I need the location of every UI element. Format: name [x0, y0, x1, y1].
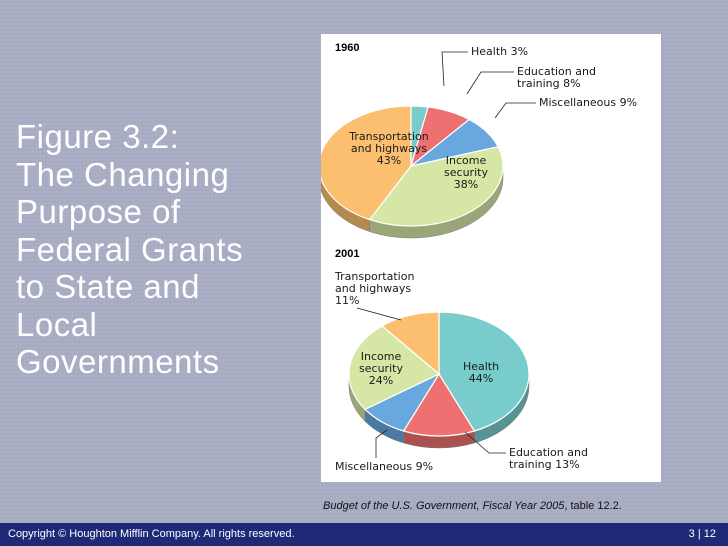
slide-title: Figure 3.2: The Changing Purpose of Fede…	[16, 118, 244, 380]
slice-label-misc: Miscellaneous 9%	[335, 460, 433, 473]
leader-line-education	[466, 71, 514, 95]
slice-label-misc: Miscellaneous 9%	[539, 96, 637, 109]
leader-line-education	[464, 431, 506, 454]
pie-slice-income	[348, 325, 441, 411]
page-number: 3 | 12	[688, 528, 716, 540]
footer-copyright: Copyright © Houghton Mifflin Company. Al…	[8, 528, 295, 540]
leader-line-misc	[494, 102, 536, 119]
pie-slice-transportation	[321, 105, 412, 221]
source-table-ref: , table 12.2.	[564, 500, 622, 512]
slice-label-education: Education and training 13%	[509, 446, 588, 471]
slice-label-education: Education and training 8%	[517, 65, 596, 90]
slice-label-transportation: Transportation and highways 11%	[334, 270, 414, 307]
pie-chart-2001: 2001 Health 44% Education and training 13% Mi…	[334, 248, 588, 473]
slice-label-income: Income security 38%	[444, 154, 488, 191]
pie-chart-1960: 1960 Health 3% Education and training 8% Mis…	[321, 42, 637, 239]
slice-label-health: Health 44%	[463, 360, 499, 385]
pie-slice-transportation	[381, 311, 440, 376]
footer-bar: Copyright © Houghton Mifflin Company. Al…	[0, 523, 728, 546]
pie-slice-health	[438, 311, 530, 432]
slice-label-transportation: Transportation and highways 43%	[348, 130, 428, 167]
source-title: Budget of the U.S. Government, Fiscal Ye…	[323, 500, 565, 512]
pie-year-label: 1960	[335, 42, 359, 54]
leader-line-transportation	[356, 307, 402, 321]
leader-line-health	[441, 51, 468, 87]
pie-charts-figure: 1960 Health 3% Education and training 8% Mis…	[321, 42, 637, 473]
pie-slice-education	[402, 372, 476, 437]
pie-year-label: 2001	[335, 248, 359, 260]
slice-label-health: Health 3%	[471, 45, 528, 58]
pie-slice-income	[368, 146, 504, 227]
leader-line-misc	[375, 429, 388, 458]
slice-label-income: Income security 24%	[359, 350, 403, 387]
source-caption: Budget of the U.S. Government, Fiscal Ye…	[323, 500, 663, 512]
figure-panel: 1960 Health 3% Education and training 8% Mis…	[321, 34, 661, 482]
